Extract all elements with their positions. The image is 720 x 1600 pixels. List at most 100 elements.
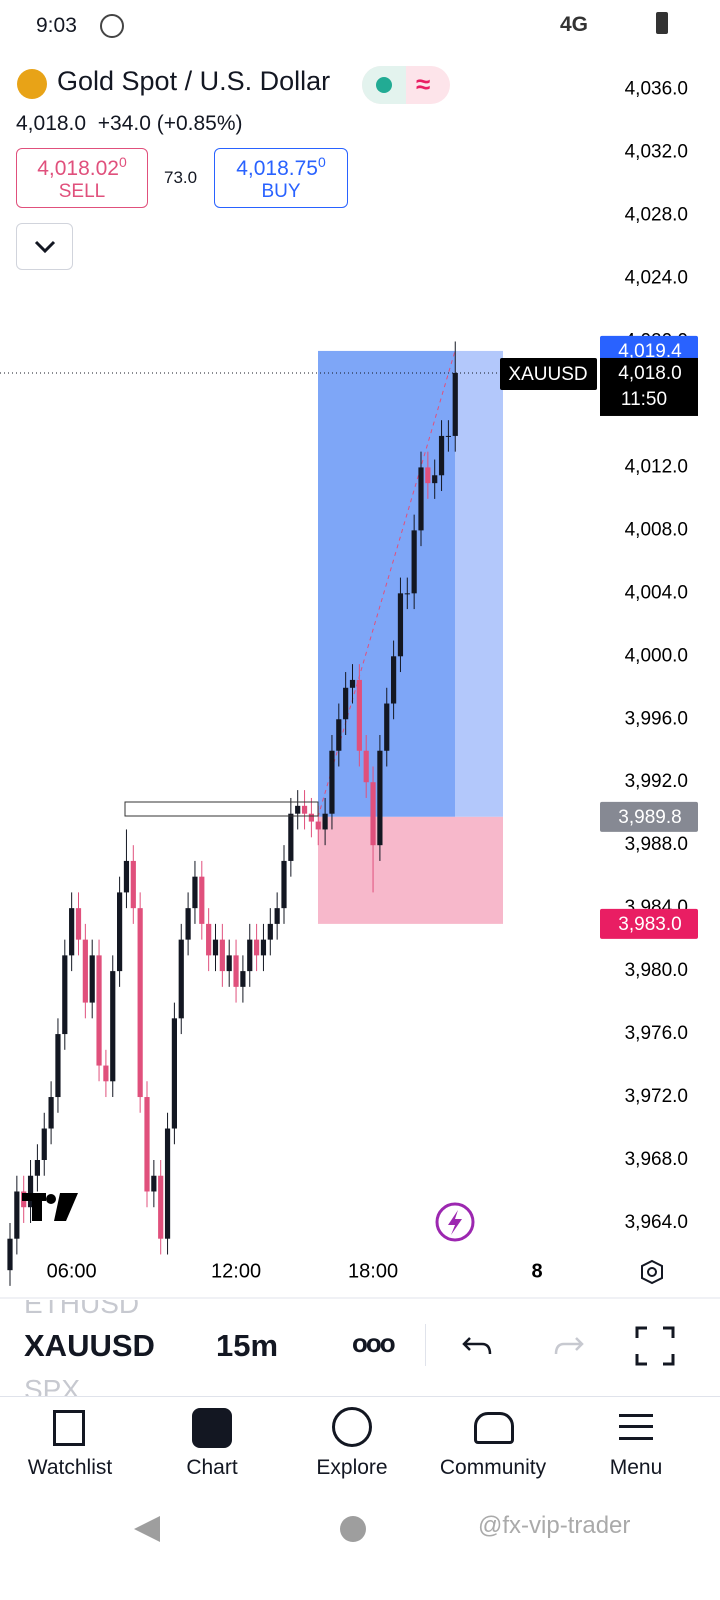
- stop-zone: [318, 816, 503, 924]
- candle-body: [103, 1065, 109, 1082]
- candle-body: [322, 813, 328, 830]
- more-button[interactable]: ooo: [352, 1328, 396, 1358]
- expand-button[interactable]: [16, 223, 73, 270]
- candle-body: [411, 530, 417, 594]
- redo-button[interactable]: [552, 1332, 584, 1362]
- settings-icon[interactable]: [641, 1259, 663, 1285]
- change: +34.0: [97, 112, 151, 135]
- candle-body: [226, 955, 232, 972]
- candle-body: [185, 908, 191, 940]
- symbol-badge: XAUUSD: [508, 364, 587, 385]
- candle-body: [397, 593, 404, 657]
- candle-body: [219, 939, 225, 972]
- candle-body: [425, 467, 431, 484]
- target-zone-ahead: [455, 350, 503, 817]
- candle-body: [336, 719, 342, 751]
- candle-body: [301, 805, 308, 814]
- candle-body: [260, 939, 267, 956]
- nav-item[interactable]: Explore: [316, 1456, 388, 1479]
- stop-label-bg: [600, 908, 698, 939]
- y-tick-label: 4,036.0: [625, 79, 688, 100]
- candle-body: [240, 971, 246, 987]
- watermark: @fx-vip-trader: [478, 1512, 631, 1539]
- nav-separator: [0, 1396, 720, 1397]
- nav-item[interactable]: Community: [439, 1456, 547, 1479]
- quote-line: 4,018.0 +34.0 (+0.85%): [16, 112, 243, 136]
- candle-body: [158, 1175, 164, 1239]
- candle-body: [96, 955, 102, 1066]
- next-symbol[interactable]: SPX: [24, 1374, 81, 1396]
- y-tick-label: 3,968.0: [625, 1149, 688, 1170]
- y-tick-label: 4,008.0: [625, 519, 688, 540]
- entry-label-bg: [600, 801, 698, 832]
- back-button[interactable]: [134, 1516, 160, 1542]
- candle-body: [404, 593, 410, 595]
- gold-icon: [17, 69, 47, 99]
- sell-price: 4,018.02: [37, 157, 119, 180]
- y-tick-label: 3,992.0: [625, 771, 688, 792]
- candle-body: [445, 435, 451, 437]
- candle-body: [7, 1238, 13, 1271]
- candle-body: [110, 971, 116, 1082]
- candle-body: [41, 1128, 47, 1160]
- candle-body: [48, 1097, 54, 1129]
- stop-label: 3,983.0: [618, 914, 681, 935]
- undo-button[interactable]: [462, 1332, 494, 1362]
- battery-icon: [656, 12, 668, 34]
- candle-body: [295, 805, 301, 814]
- last-price-bg: [600, 357, 698, 416]
- candle-body: [438, 435, 445, 476]
- symbol-toolbar: ETHUSD XAUUSD 15m ooo SPX: [0, 1300, 720, 1396]
- candle-body: [144, 1097, 150, 1192]
- chevron: [34, 240, 55, 254]
- buy-button[interactable]: 4,018.750 BUY: [214, 148, 348, 208]
- spread: 73.0: [164, 168, 198, 187]
- sell-label: SELL: [58, 181, 106, 202]
- candle-body: [82, 939, 88, 1003]
- home-button[interactable]: [340, 1516, 366, 1542]
- candle-body: [377, 750, 383, 846]
- candle-body: [432, 475, 438, 484]
- candle-body: [391, 656, 397, 704]
- interval[interactable]: 15m: [216, 1328, 279, 1363]
- candle-body: [164, 1128, 171, 1239]
- x-tick-label: 18:00: [348, 1260, 398, 1282]
- candle-body: [69, 908, 75, 956]
- entry-label: 3,989.8: [618, 807, 681, 828]
- candle-body: [206, 923, 212, 956]
- change-percent: (+0.85%): [156, 112, 243, 135]
- status-pill[interactable]: ≈: [362, 66, 450, 104]
- prev-symbol[interactable]: ETHUSD: [24, 1300, 140, 1319]
- sell-button[interactable]: 4,018.020 SELL: [16, 148, 148, 208]
- nav-item[interactable]: Menu: [609, 1456, 663, 1479]
- divider: [425, 1324, 426, 1366]
- candle-body: [349, 679, 356, 688]
- fullscreen-button[interactable]: [635, 1326, 675, 1366]
- candle-body: [247, 939, 253, 972]
- symbol-badge-bg: [500, 357, 597, 390]
- system-nav: [134, 1516, 366, 1542]
- nav-item[interactable]: Chart: [186, 1456, 238, 1479]
- y-tick-label: 3,964.0: [625, 1212, 688, 1233]
- candle-body: [288, 813, 294, 861]
- nav-item[interactable]: Watchlist: [27, 1456, 113, 1479]
- candle-body: [75, 908, 82, 940]
- buy-pip: 0: [317, 154, 326, 170]
- lightning-button[interactable]: [435, 1202, 475, 1242]
- candle-body: [178, 939, 184, 1019]
- candle-body: [233, 955, 239, 987]
- y-tick-label: 4,004.0: [625, 582, 688, 603]
- current-symbol[interactable]: XAUUSD: [24, 1328, 155, 1363]
- menu-icon: [619, 1414, 653, 1440]
- y-tick-label: 3,972.0: [625, 1086, 688, 1107]
- candle-body: [171, 1018, 177, 1129]
- candle-body: [384, 703, 390, 751]
- candle-body: [151, 1175, 157, 1192]
- candle-body: [452, 372, 458, 436]
- candle-body: [130, 860, 136, 909]
- candle-body: [254, 939, 260, 956]
- y-tick-label: 4,024.0: [625, 268, 688, 289]
- y-tick-label: 4,012.0: [625, 456, 688, 477]
- buy-price: 4,018.75: [236, 157, 318, 180]
